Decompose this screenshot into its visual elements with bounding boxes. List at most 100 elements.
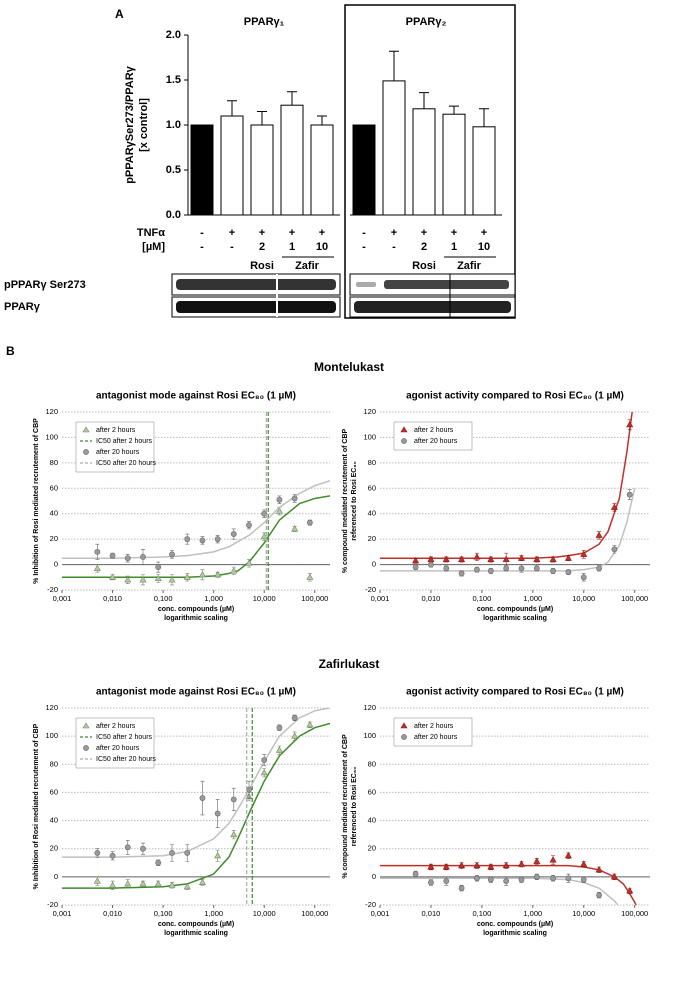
error-bar xyxy=(257,111,267,125)
data-point xyxy=(596,565,602,572)
y-tick-label: 100 xyxy=(363,432,376,441)
row-cell: + xyxy=(289,227,295,239)
data-point xyxy=(230,830,238,838)
data-point xyxy=(626,491,633,498)
data-point xyxy=(595,531,603,538)
data-point xyxy=(169,551,175,558)
chart-title: antagonist mode against Rosi EC₈₀ (1 µM) xyxy=(96,391,296,402)
x-tick-label: 0,010 xyxy=(103,594,122,603)
bar xyxy=(472,126,496,216)
data-point xyxy=(230,796,237,803)
data-point xyxy=(412,564,419,571)
y-tick-label: 120 xyxy=(363,407,376,416)
row-label: [µM] xyxy=(142,241,165,253)
y-tick-label: 120 xyxy=(45,703,58,712)
row-cell: - xyxy=(200,241,204,253)
x-tick-label: 0,010 xyxy=(422,909,441,918)
chart-title: antagonist mode against Rosi EC₈₀ (1 µM) xyxy=(96,687,296,698)
x-tick-label: 0,100 xyxy=(154,594,173,603)
data-point xyxy=(565,875,572,882)
blot-band xyxy=(176,301,336,313)
plot: agonist activity compared to Rosi EC₈₀ (… xyxy=(342,687,650,937)
data-point xyxy=(487,876,494,883)
y-tick-label: 120 xyxy=(45,407,58,416)
x-tick-label: 100,000 xyxy=(301,594,328,603)
legend-label: after 20 hours xyxy=(414,734,458,741)
y-tick-label: 20 xyxy=(50,844,58,853)
legend-box xyxy=(75,717,155,769)
row-cell: - xyxy=(200,227,204,239)
blot-band xyxy=(356,282,376,287)
data-point xyxy=(412,871,419,877)
x-axis-label: logarithmic scaling xyxy=(164,615,228,622)
legend-symbol xyxy=(83,449,89,455)
row-cell: - xyxy=(230,241,234,253)
data-point xyxy=(214,536,221,543)
data-point xyxy=(168,881,176,888)
data-point xyxy=(168,576,176,583)
y-axis-label: pPPARγSer273/PPARγ xyxy=(124,65,136,183)
data-point xyxy=(533,555,541,562)
legend-label: after 2 hours xyxy=(414,723,454,730)
blot-label: pPPARγ Ser273 xyxy=(4,279,86,291)
x-tick-label: 0,001 xyxy=(53,909,72,918)
data-point xyxy=(124,844,131,851)
plot: antagonist mode against Rosi EC₈₀ (1 µM)… xyxy=(33,391,330,622)
drug-label: Rosi xyxy=(412,260,436,272)
data-point xyxy=(596,892,602,899)
data-point xyxy=(502,861,510,869)
data-point xyxy=(230,531,237,537)
legend-symbol xyxy=(400,426,408,433)
y-tick-label: 1.0 xyxy=(166,119,181,131)
legend-label: after 2 hours xyxy=(96,723,136,730)
fit-curve xyxy=(380,488,636,572)
data-point xyxy=(291,732,299,739)
y-axis-label: referenced to Rosi EC₈₀ xyxy=(351,461,358,541)
x-tick-label: 0,010 xyxy=(103,909,122,918)
data-point xyxy=(155,564,162,571)
legend-label: IC50 after 20 hours xyxy=(96,460,156,467)
y-tick-label: 60 xyxy=(50,787,58,796)
x-tick-label: 0,100 xyxy=(154,909,173,918)
row-cell: + xyxy=(259,227,265,239)
y-axis-label: % Inhibition of Rosi mediated recrutemen… xyxy=(33,723,40,889)
y-tick-label: 80 xyxy=(368,759,376,768)
y-tick-label: 100 xyxy=(45,731,58,740)
bar xyxy=(382,80,406,216)
error-bar xyxy=(419,92,429,109)
panel-label: B xyxy=(6,344,15,358)
x-tick-label: 10,000 xyxy=(253,594,276,603)
bar xyxy=(352,124,376,216)
y-tick-label: 0 xyxy=(54,560,58,569)
data-point xyxy=(458,861,466,869)
legend-box xyxy=(393,717,473,747)
data-point xyxy=(503,878,510,884)
data-point xyxy=(276,496,283,503)
data-point xyxy=(565,569,572,576)
data-point xyxy=(580,876,587,883)
y-tick-label: 0 xyxy=(54,872,58,881)
data-point xyxy=(260,768,268,776)
data-point xyxy=(154,574,162,582)
fit-curve xyxy=(62,722,330,889)
data-point xyxy=(533,565,540,572)
legend-box xyxy=(393,421,473,451)
data-point xyxy=(260,532,268,540)
data-point xyxy=(169,850,175,856)
row-cell: - xyxy=(362,241,366,253)
x-tick-label: 0,001 xyxy=(371,909,390,918)
plot: agonist activity compared to Rosi EC₈₀ (… xyxy=(342,391,650,622)
row-cell: 2 xyxy=(259,241,265,253)
chart-title: agonist activity compared to Rosi EC₈₀ (… xyxy=(406,687,624,698)
data-point xyxy=(214,810,221,817)
panel-label: A xyxy=(115,7,124,21)
legend-label: after 20 hours xyxy=(414,438,458,445)
row-cell: + xyxy=(319,227,325,239)
y-tick-label: 100 xyxy=(45,432,58,441)
error-bar xyxy=(389,50,399,81)
y-tick-label: 80 xyxy=(50,458,58,467)
y-tick-label: 0 xyxy=(372,872,376,881)
compound-header: Zafirlukast xyxy=(319,657,380,671)
data-point xyxy=(199,795,206,801)
y-tick-label: 80 xyxy=(50,759,58,768)
